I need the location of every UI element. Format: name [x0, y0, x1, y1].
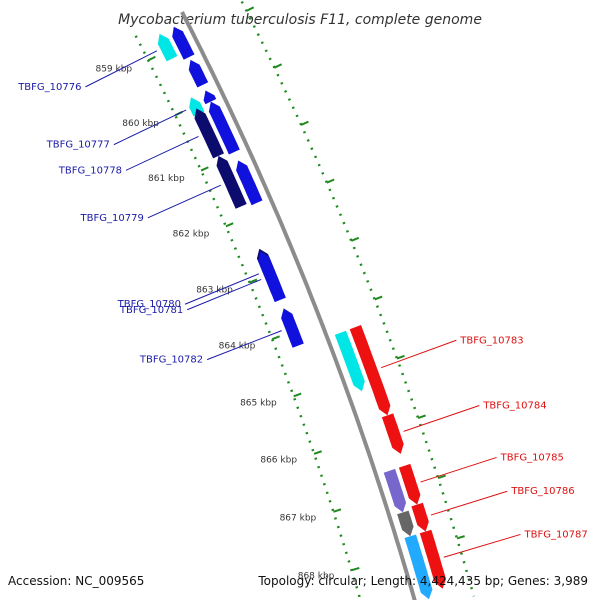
tick-label: 865 kbp — [240, 399, 277, 409]
gene-label: TBFG_10776 — [17, 82, 81, 93]
gene-label-leader — [184, 273, 260, 305]
major-tick — [333, 508, 342, 513]
gene-label-leader — [125, 135, 199, 171]
tick-label: 861 kbp — [148, 174, 185, 184]
gene-label-leader — [113, 109, 187, 146]
major-tick — [437, 474, 447, 479]
gene-label-leader — [85, 50, 158, 88]
gene-feature — [334, 330, 365, 392]
coordinate-ticks: 859 kbp 860 kbp 861 kbp 862 kbp 863 kbp 864 k… — [95, 0, 476, 600]
backbone-line — [180, 11, 417, 600]
genome-backbone — [180, 11, 417, 600]
gene-label: TBFG_10777 — [46, 140, 110, 151]
gene-label: TBFG_10778 — [58, 165, 122, 176]
gene-label: TBFG_10786 — [510, 486, 574, 497]
gene-label-leader — [430, 490, 508, 516]
outer-tick-ring — [239, 0, 476, 597]
gene-feature — [208, 101, 240, 155]
gene-arrow — [398, 463, 421, 505]
gene-arrow — [381, 413, 404, 454]
major-tick — [225, 222, 234, 228]
gene-label-leader — [187, 278, 262, 311]
gene-arrow — [411, 502, 429, 532]
accession-text: Accession: NC_009565 — [8, 574, 145, 588]
gene-arrow — [349, 325, 391, 416]
gene-label: TBFG_10785 — [500, 452, 564, 463]
tick-label: 866 kbp — [260, 456, 297, 466]
gene-label: TBFG_10780 — [117, 299, 181, 310]
gene-arrow — [216, 155, 247, 209]
gene-arrow — [194, 108, 224, 159]
genome-title: Mycobacterium tuberculosis F11, complete… — [118, 12, 482, 28]
gene-feature — [383, 468, 407, 513]
gene-track — [157, 26, 446, 600]
gene-label: TBFG_10781 — [119, 305, 183, 316]
tick-label: 863 kbp — [196, 285, 233, 295]
gene-feature — [188, 59, 209, 88]
major-tick — [417, 414, 426, 420]
gene-arrow — [281, 308, 304, 348]
gene-label: TBFG_10784 — [482, 400, 546, 411]
gene-feature — [172, 26, 195, 60]
tick-label: 867 kbp — [280, 513, 317, 523]
major-tick — [293, 392, 302, 398]
inner-tick-ring — [134, 35, 362, 600]
major-tick — [200, 166, 209, 172]
major-tick — [147, 55, 156, 62]
gene-label: TBFG_10783 — [459, 335, 523, 346]
gene-labels: TBFG_10776 TBFG_10777 TBFG_10778 TBFG_10779… — [17, 50, 588, 558]
major-tick — [351, 566, 360, 572]
gene-label-leader — [147, 184, 222, 219]
major-tick — [313, 450, 322, 455]
major-tick — [326, 178, 335, 184]
gene-arrow — [419, 529, 446, 589]
gene-arrow — [258, 251, 286, 303]
gene-feature — [203, 90, 217, 105]
gene-label-leader — [380, 339, 457, 369]
gene-label: TBFG_10787 — [523, 529, 587, 540]
gene-label-leader — [443, 533, 521, 558]
gene-feature — [404, 534, 433, 600]
genome-summary-text: Topology: circular; Length: 4,424,435 bp… — [258, 574, 588, 588]
major-tick — [300, 120, 309, 126]
major-tick — [273, 63, 283, 69]
tick-label: 862 kbp — [173, 230, 210, 240]
tick-label: 868 kbp — [298, 571, 335, 581]
gene-label-leader — [206, 330, 282, 361]
major-tick — [350, 236, 360, 242]
major-tick — [249, 278, 258, 284]
major-tick — [271, 335, 280, 341]
gene-label: TBFG_10779 — [80, 213, 144, 224]
gene-label: TBFG_10782 — [139, 355, 203, 366]
gene-feature — [397, 510, 414, 537]
major-tick — [456, 535, 465, 540]
tick-label: 860 kbp — [122, 119, 159, 129]
major-tick — [396, 354, 405, 360]
tick-label: 859 kbp — [95, 64, 132, 74]
gene-arrow — [157, 33, 178, 62]
gene-label-leader — [403, 405, 480, 432]
gene-feature — [236, 160, 263, 206]
major-tick — [246, 6, 255, 12]
major-tick — [374, 295, 383, 301]
gene-label-leader — [420, 456, 497, 483]
tick-label: 864 kbp — [219, 342, 256, 352]
